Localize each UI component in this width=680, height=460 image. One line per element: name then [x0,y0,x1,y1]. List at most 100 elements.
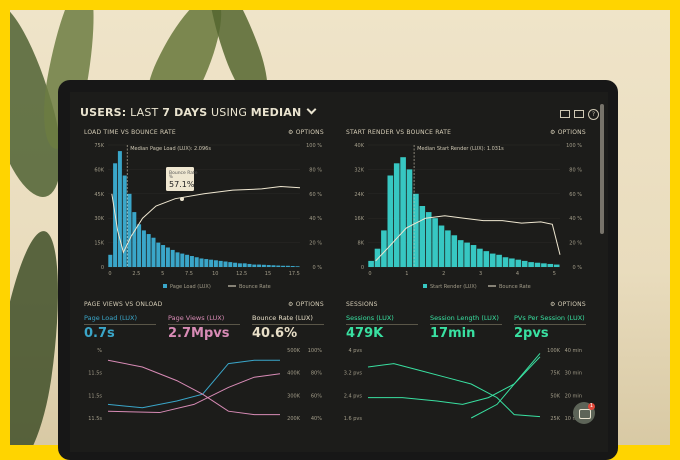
pageviews-panel-title: PAGE VIEWS VS ONLOAD [84,301,163,308]
sessions-panel-options[interactable]: ⚙ OPTIONS [550,301,586,308]
y-tick-right: 40 % [309,216,322,222]
y-tick-left: 11.5s [88,393,102,399]
series-line [107,359,280,409]
metric-value: 40.6% [252,326,298,341]
x-tick: 17.5 [289,271,300,277]
load-panel-options[interactable]: ⚙ OPTIONS [288,129,324,136]
histogram-bar [237,263,242,267]
histogram-bar [285,265,290,267]
gear-icon: ⚙ [550,301,558,308]
histogram-bar [156,242,161,267]
metric-label: Sessions (LUX) [346,314,394,322]
sessions-chart: 4 pvs 3.2 pvs 2.4 pvs 1.6 pvs 100K 75K 50K 25K 4… [344,348,582,422]
legend-swatch-bars [163,284,167,288]
histogram-bar [165,247,170,267]
y-tick-left: 60K [94,167,104,173]
load-panel-title: LOAD TIME VS BOUNCE RATE [84,129,176,136]
sessions-panel-title: SESSIONS [346,301,378,308]
histogram-bar [146,234,151,267]
histogram-bar [199,258,204,267]
help-icon[interactable]: ? [588,109,599,120]
y-tick-left: 3.2 pvs [344,371,363,377]
histogram-bar [180,253,185,267]
tooltip-value: 57.1% [169,180,195,189]
y-tick-left: 1.6 pvs [344,416,363,422]
header-prefix: USERS: [80,106,127,119]
metric-value: 479K [346,326,384,341]
y-tick-left: 15K [94,241,104,247]
header-mid: LAST [126,106,163,119]
chart-icon[interactable] [574,110,584,118]
median-label: Median Start Render (LUX): 1.031s [417,146,504,152]
histogram-bar [127,193,132,267]
y-tick-right-a: 200K [287,416,301,422]
y-tick-left: 2.4 pvs [344,393,363,399]
gear-icon: ⚙ [550,129,558,136]
histogram-bar [464,242,470,267]
y-tick-left: 0 [361,265,364,271]
y-tick-right-b: 30 min [565,371,582,377]
y-tick-right-a: 500K [287,348,301,354]
histogram-bar [489,253,496,267]
tooltip-label: Bounce Rate [169,170,198,176]
scrollbar[interactable] [600,104,604,234]
histogram-bar [213,260,218,267]
y-tick-left: 11.5s [88,371,102,377]
metric-underline [346,324,418,325]
metric-value: 2.7Mpvs [168,326,230,341]
header-days: 7 DAYS [162,106,208,119]
histogram-bar [117,151,122,267]
pageviews-panel-options[interactable]: ⚙ OPTIONS [288,301,324,308]
y-tick-right: 80 % [569,167,582,173]
y-tick-right: 20 % [309,241,322,247]
histogram-bar [122,175,127,267]
histogram-bar [451,235,458,267]
metric-underline [252,324,324,325]
x-tick: 1 [405,271,408,277]
x-tick: 12.5 [236,271,247,277]
histogram-bar [470,245,477,267]
header-median: MEDIAN [250,106,302,119]
histogram-bar [257,264,262,267]
render-panel-options[interactable]: ⚙ OPTIONS [550,129,586,136]
legend-label-line: Bounce Rate [239,284,271,290]
y-tick-right-a: 25K [550,416,560,422]
monitor-icon[interactable] [560,110,570,118]
y-tick-right-b: 80% [311,371,322,377]
histogram-bar [132,212,137,267]
y-tick-right-b: 60% [311,393,322,399]
pageviews-chart: % 11.5s 11.5s 11.5s 500K 400K 300K 200K 100% 80% 6… [88,348,322,422]
y-tick-right: 80 % [309,167,322,173]
histogram-bar [413,193,419,267]
histogram-bar [406,169,413,267]
histogram-bar [483,251,490,267]
histogram-bar [161,245,166,267]
x-tick: 4 [516,271,519,277]
x-tick: 0 [368,271,371,277]
header-title[interactable]: USERS: LAST 7 DAYS USING MEDIAN [80,104,317,119]
y-tick-left: % [97,348,102,354]
histogram-bar [477,248,483,267]
histogram-bar [387,175,394,267]
x-tick: 5 [553,271,556,277]
histogram-bar [175,252,180,267]
metric-label: Page Views (LUX) [168,314,225,322]
y-tick-right-b: 40 min [565,348,582,354]
y-tick-left: 11.5s [88,416,102,422]
legend-label-line: Bounce Rate [499,284,531,290]
histogram-bar [457,240,464,267]
y-tick-right: 100 % [306,143,322,149]
y-tick-left: 0 [101,265,104,271]
options-label: OPTIONS [557,301,586,308]
histogram-bar [368,260,374,267]
histogram-bar [432,218,438,267]
tooltip-sub: % [169,174,173,179]
gear-icon: ⚙ [288,129,296,136]
chevron-down-icon[interactable] [306,104,317,115]
histogram-bar [496,254,502,267]
x-tick: 0 [108,271,111,277]
histogram-bar [185,254,190,267]
series-line [107,359,280,416]
options-label: OPTIONS [295,301,324,308]
histogram-bar [252,264,257,267]
